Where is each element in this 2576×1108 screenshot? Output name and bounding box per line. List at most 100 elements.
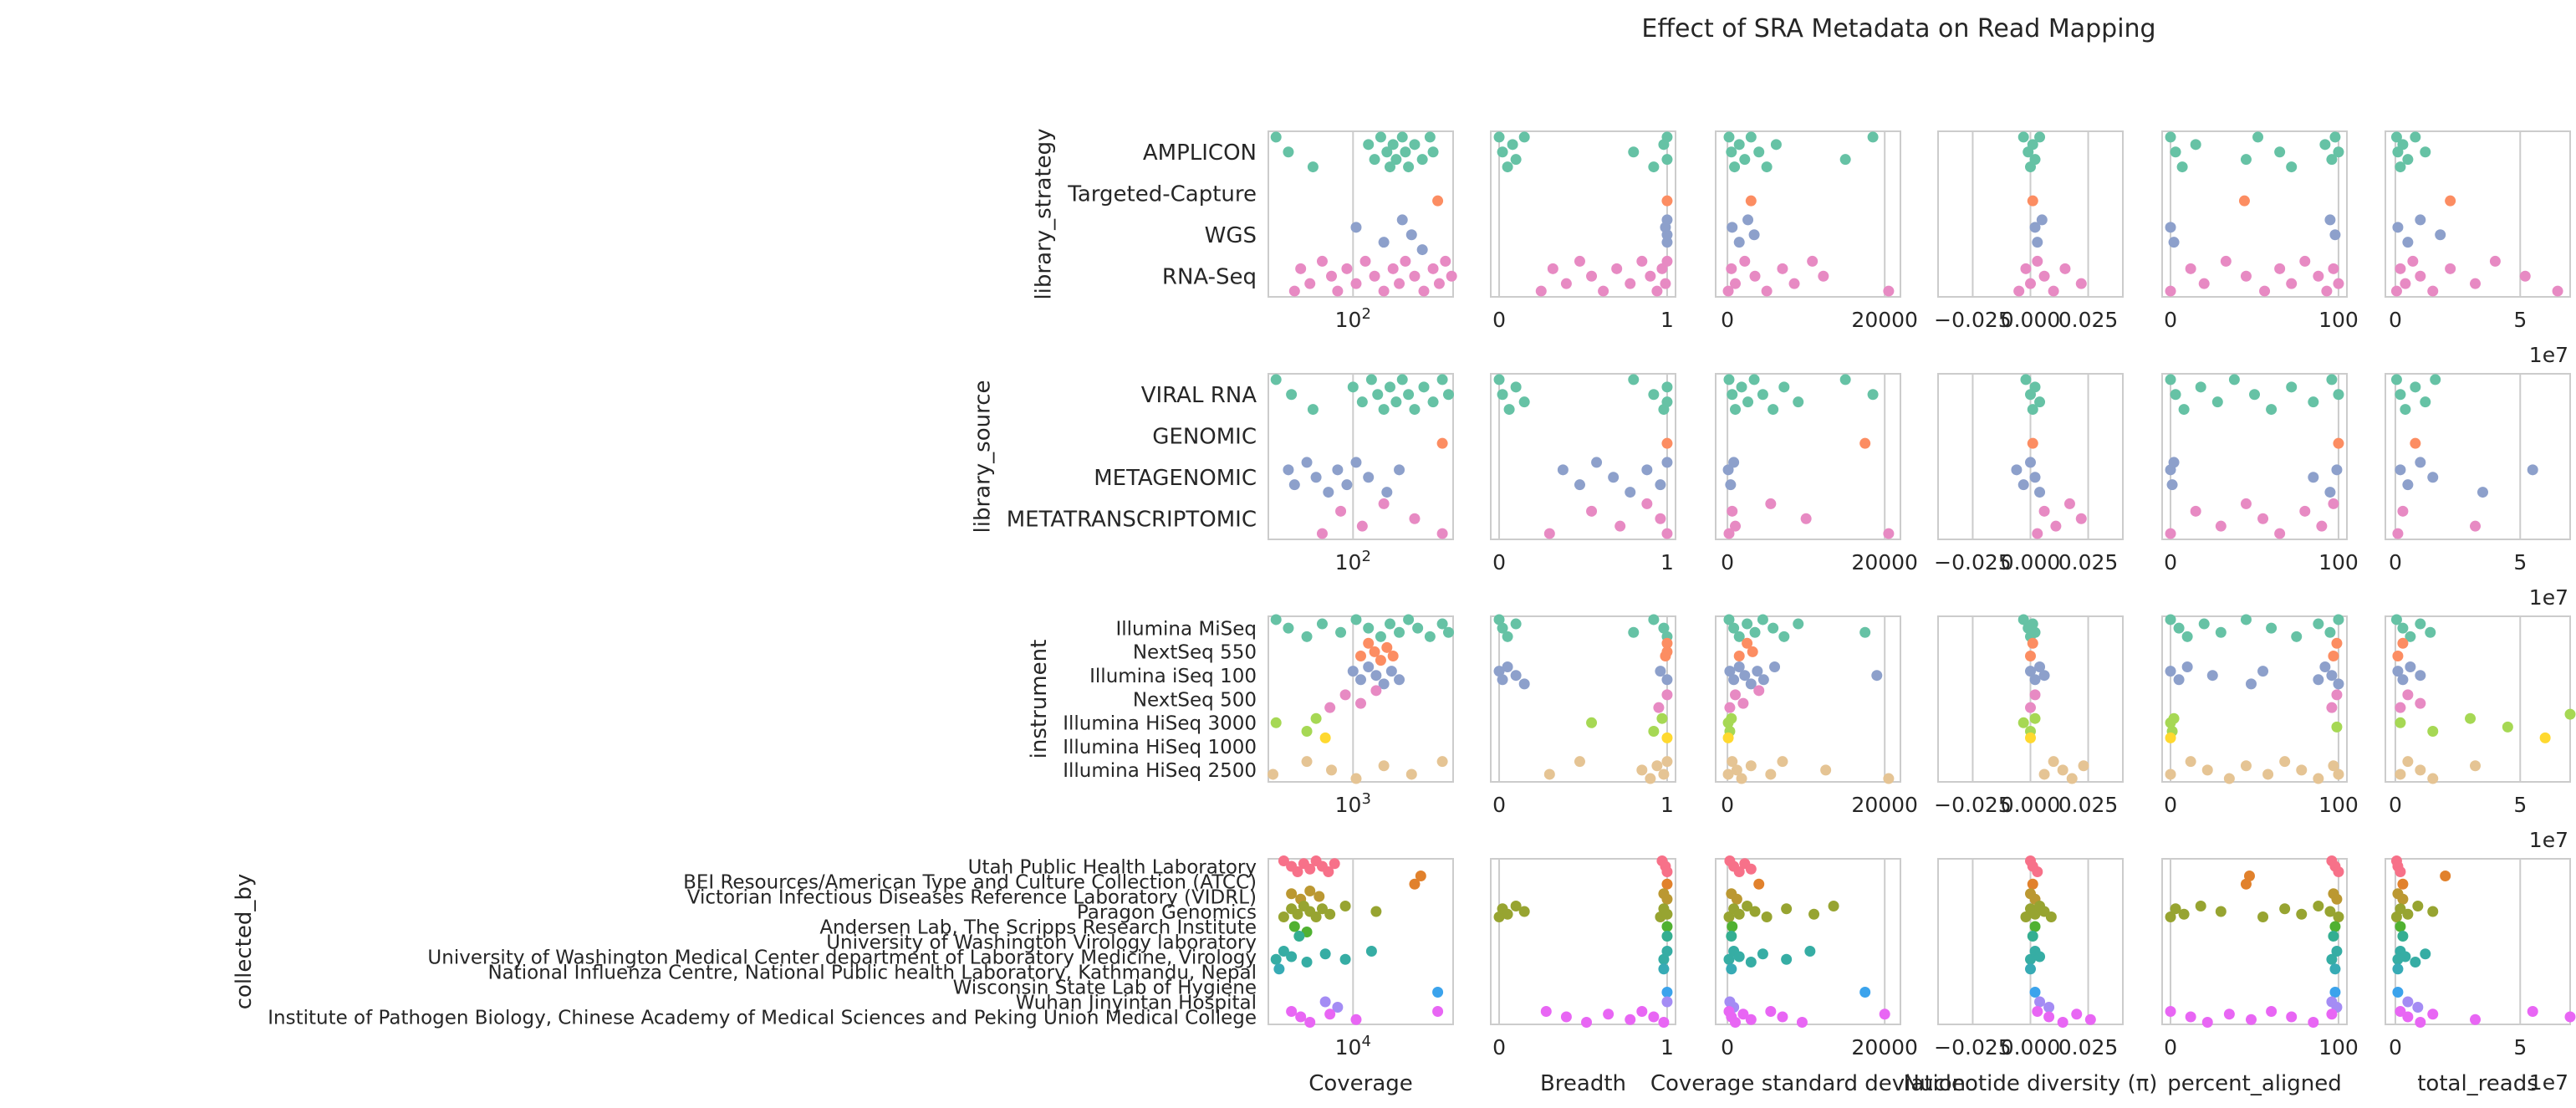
data-point [1658,622,1670,634]
data-point [2328,263,2339,274]
y-tick-label: Paragon Genomics [1077,901,1257,923]
data-point [2168,457,2180,468]
data-point [1661,646,1673,657]
data-point [1742,901,1753,912]
data-point [2029,689,2041,701]
data-point [1378,404,1390,416]
data-point [1745,131,1757,143]
data-point [1733,631,1745,642]
y-tick-label: Illumina HiSeq 1000 [1063,737,1257,758]
data-point [2025,457,2036,468]
data-point [1363,637,1375,649]
x-tick-label: 20000 [1851,1035,1918,1059]
data-point [1636,255,1648,267]
data-point [1347,666,1359,677]
x-tick-label: 1 [1660,793,1674,817]
y-tick-label: Institute of Pathogen Biology, Chinese A… [268,1007,1257,1029]
data-point [1661,381,1673,393]
data-point [2410,131,2421,143]
data-point [2215,906,2227,917]
data-point [1418,381,1430,393]
data-point [1560,1011,1572,1023]
data-point [1859,986,1871,998]
y-tick-label: Illumina HiSeq 3000 [1063,713,1257,735]
data-point [2034,951,2046,962]
axes-frame [2161,858,2348,1025]
data-point [1660,278,1671,289]
data-point [2397,878,2409,890]
data-point [2410,381,2421,393]
data-point [2027,637,2038,649]
data-point [1753,878,1765,890]
data-point [2427,906,2439,917]
data-point [2266,622,2278,634]
data-point [1270,131,1282,143]
data-point [1648,1011,1660,1023]
data-point [1722,768,1734,780]
y-tick-label: Wuhan Jinyintan Hospital [1016,992,1257,1014]
data-point [1725,479,1737,491]
data-point [1651,285,1663,297]
axes-frame [2161,615,2348,783]
data-point [1503,404,1515,416]
data-point [1574,255,1585,267]
data-point [1739,154,1751,166]
data-point [1793,396,1804,408]
data-point [2326,1008,2338,1020]
offset-text: 1e7 [2529,1070,2568,1095]
data-point [1727,921,1738,932]
data-point [2324,214,2336,226]
data-point [2286,161,2298,173]
data-point [2029,626,2041,638]
data-point [1761,161,1773,173]
data-point [2020,263,2032,274]
data-point [2198,618,2210,630]
data-point [2395,161,2406,173]
data-point [2324,906,2336,917]
data-point [1316,255,1328,267]
axes-frame [1715,373,1901,540]
x-tick-label: 0 [1721,1035,1734,1059]
data-point [1518,906,1530,917]
data-point [1859,437,1871,449]
data-point [2465,712,2477,724]
data-point [2034,131,2046,143]
data-point [2326,374,2338,386]
data-point [2395,768,2406,780]
data-point [2425,626,2436,638]
data-point [1769,661,1781,673]
data-point [1301,631,1313,642]
data-point [1355,674,1366,686]
data-point [2034,487,2046,498]
data-point [1288,921,1300,932]
data-point [1416,244,1428,256]
data-point [1375,631,1386,642]
data-point [2324,487,2336,498]
data-point [1742,396,1754,408]
data-point [2165,285,2176,297]
data-point [1761,911,1773,922]
data-point [1748,374,1760,386]
data-point [2390,285,2402,297]
offset-text: 1e7 [2529,828,2568,852]
y-tick-label: Illumina iSeq 100 [1089,666,1257,687]
data-point [2390,911,2402,922]
data-point [1586,505,1598,517]
y-axis-label: library_source [971,380,996,534]
data-point [1727,505,1738,517]
data-point [1497,389,1508,401]
data-point [1781,953,1793,965]
data-point [1339,689,1351,701]
data-point [2410,437,2421,449]
data-point [1356,396,1368,408]
data-point [2329,921,2341,932]
data-point [1661,437,1673,449]
data-point [1648,725,1660,737]
data-point [1347,381,1359,393]
axes-frame [1937,615,2124,783]
data-point [2029,674,2041,686]
axes-frame [1937,373,2124,540]
y-tick-label: Illumina MiSeq [1115,618,1257,640]
data-point [1332,285,1344,297]
data-point [2331,893,2343,905]
